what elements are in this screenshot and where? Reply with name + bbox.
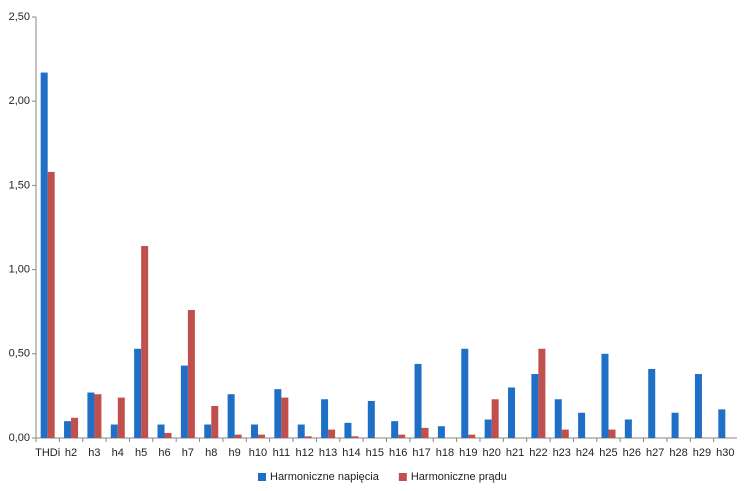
legend-label: Harmoniczne prądu bbox=[411, 471, 507, 483]
bar bbox=[274, 389, 282, 438]
bar bbox=[421, 427, 429, 438]
y-tick-label: 1,50 bbox=[9, 179, 30, 191]
x-tick-label: h16 bbox=[389, 447, 407, 459]
bar bbox=[608, 429, 616, 438]
x-tick-label: h5 bbox=[135, 447, 147, 459]
bar bbox=[281, 397, 289, 438]
y-tick-label: 1,00 bbox=[9, 264, 30, 276]
bar bbox=[508, 387, 516, 438]
bar bbox=[250, 424, 258, 438]
x-tick-label: h8 bbox=[205, 447, 217, 459]
x-tick-label: h21 bbox=[506, 447, 524, 459]
x-tick-label: h4 bbox=[112, 447, 124, 459]
legend-swatch bbox=[258, 473, 266, 481]
bar bbox=[117, 397, 125, 438]
x-tick-label: h29 bbox=[693, 447, 711, 459]
bar bbox=[491, 399, 499, 438]
bar bbox=[578, 412, 586, 438]
bar bbox=[351, 436, 359, 438]
bar bbox=[180, 365, 188, 438]
y-tick-label: 0,50 bbox=[9, 348, 30, 360]
bar bbox=[561, 429, 569, 438]
bar bbox=[64, 421, 72, 438]
bar bbox=[157, 424, 165, 438]
x-tick-label: h26 bbox=[623, 447, 641, 459]
bar bbox=[538, 348, 546, 438]
x-tick-label: h30 bbox=[716, 447, 734, 459]
bar bbox=[391, 421, 399, 438]
x-tick-label: h24 bbox=[576, 447, 594, 459]
bar bbox=[718, 409, 726, 438]
y-tick-label: 2,50 bbox=[9, 11, 30, 23]
bar bbox=[367, 400, 375, 438]
bar bbox=[554, 399, 562, 438]
bar bbox=[47, 171, 55, 439]
bar bbox=[648, 368, 656, 438]
bar bbox=[297, 424, 305, 438]
x-tick-label: h27 bbox=[646, 447, 664, 459]
legend-swatch bbox=[398, 473, 407, 481]
bar bbox=[141, 246, 149, 438]
x-tick-label: h12 bbox=[296, 447, 314, 459]
bar bbox=[204, 424, 212, 438]
x-tick-label: h13 bbox=[319, 447, 337, 459]
bar bbox=[187, 310, 195, 438]
x-tick-label: h11 bbox=[273, 447, 291, 459]
x-tick-label: h22 bbox=[529, 447, 547, 459]
bar bbox=[414, 363, 422, 438]
x-tick-label: h7 bbox=[182, 447, 194, 459]
bar bbox=[344, 422, 352, 438]
x-tick-label: h10 bbox=[249, 447, 267, 459]
x-tick-label: h20 bbox=[482, 447, 500, 459]
x-tick-label: h23 bbox=[553, 447, 571, 459]
x-tick-label: h28 bbox=[669, 447, 687, 459]
bar bbox=[694, 374, 702, 438]
y-tick-label: 0,00 bbox=[9, 432, 30, 444]
bar bbox=[94, 394, 102, 438]
bar bbox=[71, 417, 79, 438]
bar bbox=[110, 424, 118, 438]
x-tick-label: h9 bbox=[228, 447, 240, 459]
bar bbox=[321, 399, 329, 438]
x-tick-label: h25 bbox=[599, 447, 617, 459]
x-tick-label: h6 bbox=[158, 447, 170, 459]
x-tick-label: h17 bbox=[412, 447, 430, 459]
x-tick-label: THDi bbox=[35, 447, 60, 459]
bar bbox=[484, 419, 492, 438]
bar bbox=[234, 434, 242, 438]
legend-label: Harmoniczne napięcia bbox=[270, 471, 380, 483]
bar bbox=[134, 348, 142, 438]
bar bbox=[211, 406, 219, 438]
bar bbox=[461, 348, 469, 438]
bar bbox=[328, 429, 336, 438]
bar bbox=[398, 434, 406, 438]
bar bbox=[624, 419, 632, 438]
bar bbox=[87, 392, 95, 438]
bar bbox=[531, 374, 539, 438]
x-tick-label: h3 bbox=[88, 447, 100, 459]
bar bbox=[601, 353, 609, 438]
bar bbox=[437, 426, 445, 438]
bar bbox=[164, 432, 172, 438]
x-tick-label: h15 bbox=[366, 447, 384, 459]
bar bbox=[304, 436, 312, 438]
bar bbox=[257, 434, 265, 438]
x-tick-label: h2 bbox=[65, 447, 77, 459]
x-tick-label: h14 bbox=[342, 447, 360, 459]
bar bbox=[468, 434, 476, 438]
y-tick-label: 2,00 bbox=[9, 95, 30, 107]
x-tick-label: h19 bbox=[459, 447, 477, 459]
bar bbox=[227, 394, 235, 438]
bar bbox=[40, 72, 48, 439]
bar bbox=[671, 412, 679, 438]
x-tick-label: h18 bbox=[436, 447, 454, 459]
